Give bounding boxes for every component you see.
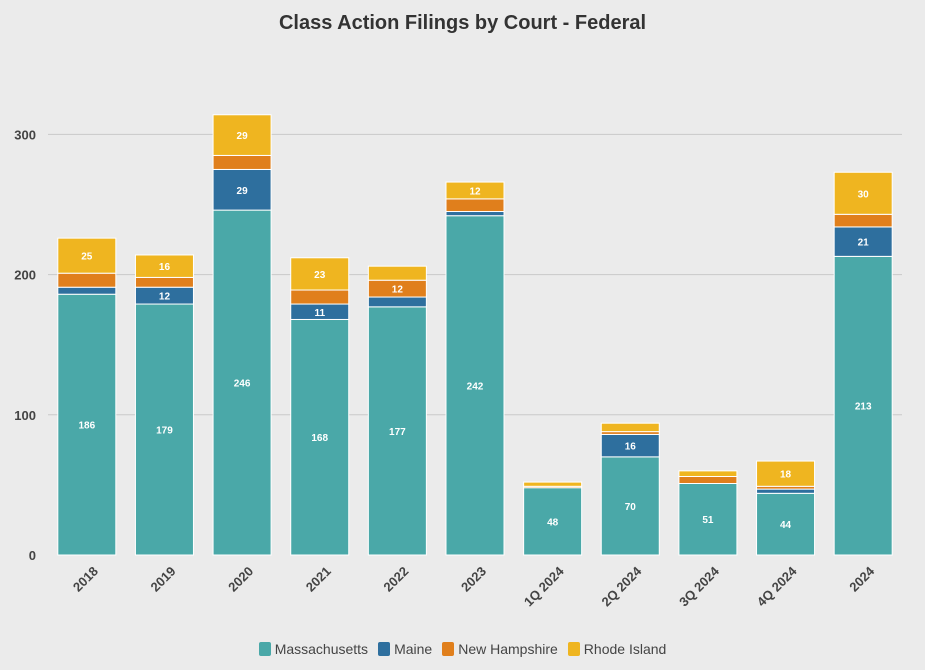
bar-segment — [57, 293, 117, 556]
bar-segment — [367, 306, 427, 556]
data-label: 16 — [159, 262, 171, 273]
bar-segment — [212, 154, 272, 170]
y-tick-label: 0 — [29, 548, 36, 563]
x-tick-label: 3Q 2024 — [676, 563, 722, 609]
bar-segment — [445, 198, 505, 213]
data-label: 30 — [858, 189, 870, 200]
legend-label: New Hampshire — [458, 641, 558, 657]
bar-segment — [678, 475, 738, 484]
bar-segment — [756, 488, 816, 494]
bar-segment — [523, 481, 583, 487]
legend-item[interactable]: Rhode Island — [567, 641, 667, 657]
x-tick-label: 2021 — [303, 564, 334, 595]
data-label: 44 — [780, 520, 792, 531]
y-tick-label: 100 — [14, 408, 36, 423]
data-label: 70 — [625, 502, 637, 513]
legend-item[interactable]: Massachusetts — [258, 641, 369, 657]
data-label: 246 — [234, 379, 251, 390]
legend-item[interactable]: Maine — [378, 641, 432, 657]
data-label: 11 — [314, 308, 325, 319]
y-tick-label: 200 — [14, 268, 36, 283]
chart-title: Class Action Filings by Court - Federal — [278, 12, 647, 34]
data-label: 242 — [467, 381, 484, 392]
x-tick-label: 4Q 2024 — [754, 563, 800, 609]
bar-segment — [212, 168, 272, 211]
legend-swatch — [442, 642, 455, 656]
legend-item[interactable]: New Hampshire — [442, 641, 558, 657]
bar-segment — [833, 171, 893, 215]
bar-segment — [57, 237, 117, 274]
data-label: 177 — [389, 427, 406, 438]
legend-label: Maine — [394, 641, 433, 657]
bar-segment — [57, 286, 117, 295]
data-label: 168 — [311, 433, 328, 444]
bar-segment — [445, 211, 505, 217]
data-label: 23 — [314, 270, 326, 281]
bar-segment — [833, 213, 893, 228]
data-label: 16 — [625, 442, 637, 453]
data-label: 186 — [78, 421, 95, 432]
bar-segment — [600, 456, 660, 556]
bar-segment — [367, 265, 427, 281]
data-label: 48 — [547, 517, 559, 528]
bar-segment — [290, 289, 350, 305]
bar-segment — [756, 460, 816, 487]
bar-segment — [678, 482, 738, 556]
data-label: 29 — [237, 131, 249, 142]
data-label: 18 — [780, 470, 792, 481]
data-label: 25 — [81, 252, 93, 263]
data-label: 29 — [237, 186, 249, 197]
data-label: 21 — [858, 238, 870, 249]
bar-segment — [445, 181, 505, 200]
x-tick-label: 2019 — [148, 564, 179, 595]
data-label: 51 — [702, 515, 714, 526]
y-tick-label: 300 — [14, 127, 36, 142]
x-tick-label: 2023 — [458, 564, 489, 595]
bar-segment — [134, 303, 194, 556]
x-tick-label: 2018 — [70, 564, 101, 595]
bar-segment — [445, 215, 505, 556]
bar-segment — [756, 492, 816, 556]
legend-label: Massachusetts — [274, 641, 369, 657]
legend-swatch — [258, 642, 271, 656]
bar-segment — [57, 272, 117, 288]
bar-segment — [290, 257, 350, 291]
bar-segment — [212, 209, 272, 556]
chart-legend: Massachusetts Maine New Hampshire Rhode Isl… — [0, 641, 925, 657]
bar-segment — [523, 487, 583, 556]
x-tick-label: 1Q 2024 — [521, 563, 567, 609]
bar-segment — [134, 254, 194, 278]
legend-swatch — [378, 642, 391, 656]
data-label: 12 — [392, 285, 404, 296]
legend-swatch — [567, 642, 580, 656]
bar-segment — [290, 318, 350, 556]
bar-segment — [134, 276, 194, 288]
legend-label: Rhode Island — [583, 641, 667, 657]
bar-segment — [600, 422, 660, 433]
x-tick-label: 2024 — [846, 563, 878, 595]
bar-segment — [833, 255, 893, 556]
data-label: 179 — [156, 426, 173, 437]
x-tick-label: 2020 — [225, 564, 256, 595]
bar-segment — [367, 296, 427, 308]
x-tick-label: 2Q 2024 — [599, 563, 645, 609]
x-tick-label: 2022 — [380, 564, 411, 595]
bar-segment — [678, 470, 738, 477]
data-label: 12 — [159, 292, 171, 303]
data-label: 213 — [855, 402, 872, 413]
bar-segment — [212, 114, 272, 156]
bar-segment — [833, 226, 893, 257]
data-label: 12 — [469, 186, 481, 197]
